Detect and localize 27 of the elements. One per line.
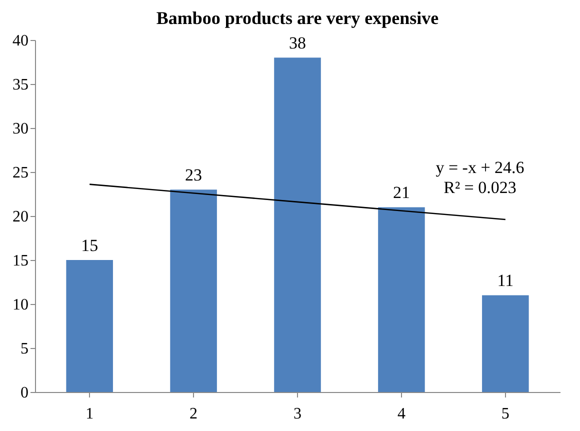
x-tick-label: 5: [501, 406, 510, 422]
y-tick-label: 35: [12, 76, 28, 94]
x-tick-label: 1: [86, 406, 94, 422]
y-tick-label: 5: [20, 340, 28, 358]
y-tick-label: 10: [12, 296, 28, 314]
bar: [66, 260, 113, 392]
x-tick-label: 2: [190, 406, 198, 422]
data-label: 15: [81, 236, 98, 255]
bar: [482, 295, 529, 392]
data-label: 11: [497, 271, 514, 290]
annotation: R² = 0.023: [444, 178, 516, 197]
data-label: 21: [392, 183, 410, 202]
data-label: 38: [289, 34, 306, 53]
bar: [170, 190, 217, 392]
data-label: 23: [185, 166, 202, 185]
x-tick-label: 4: [397, 406, 406, 422]
bar: [378, 207, 425, 392]
annotation: y = -x + 24.6: [436, 158, 524, 177]
y-tick-label: 30: [12, 120, 28, 138]
y-tick-label: 25: [12, 164, 28, 182]
y-tick-label: 15: [12, 252, 28, 270]
y-tick-label: 20: [12, 208, 28, 226]
y-tick-label: 0: [20, 384, 28, 402]
y-tick-label: 40: [12, 32, 28, 50]
chart-title: Bamboo products are very expensive: [156, 8, 439, 28]
x-tick-label: 3: [294, 406, 302, 422]
bar: [274, 58, 321, 392]
